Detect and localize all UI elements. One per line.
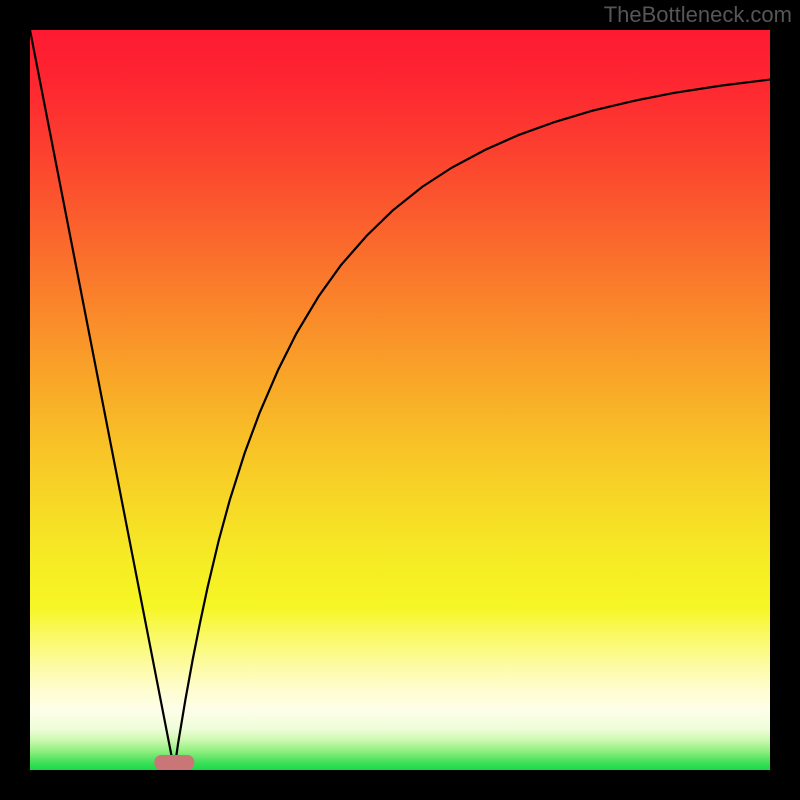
bottleneck-chart [0, 0, 800, 800]
minimum-marker [154, 755, 194, 770]
watermark-text: TheBottleneck.com [604, 2, 792, 28]
plot-background [30, 30, 770, 770]
chart-container: TheBottleneck.com [0, 0, 800, 800]
